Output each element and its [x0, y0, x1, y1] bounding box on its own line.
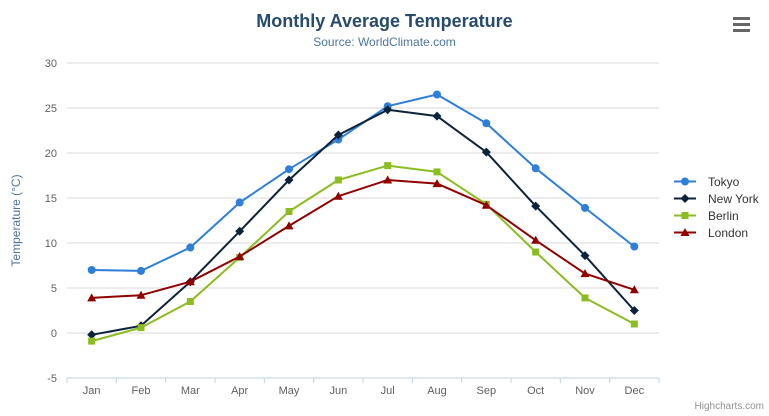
x-axis-tick-label: May — [279, 385, 300, 397]
data-point-new-york[interactable] — [481, 147, 491, 157]
chart-subtitle: Source: WorldClimate.com — [313, 35, 456, 49]
data-point-london[interactable] — [383, 175, 393, 184]
hamburger-icon[interactable] — [731, 15, 752, 34]
x-axis-tick-label: Nov — [575, 385, 595, 397]
legend-item-berlin[interactable]: Berlin — [673, 207, 759, 224]
data-point-berlin[interactable] — [630, 320, 638, 328]
data-point-berlin[interactable] — [334, 176, 342, 184]
y-axis-tick-label: -5 — [47, 373, 57, 385]
data-point-new-york[interactable] — [580, 251, 590, 261]
data-point-new-york[interactable] — [284, 175, 294, 185]
data-point-london[interactable] — [235, 252, 245, 260]
data-point-london[interactable] — [629, 285, 639, 294]
legend: Tokyo New York Berlin London — [673, 173, 759, 241]
y-axis-tick-label: 15 — [45, 193, 57, 205]
x-axis-tick-label: Oct — [527, 385, 544, 397]
data-point-new-york[interactable] — [629, 306, 639, 315]
data-point-london[interactable] — [481, 200, 491, 209]
data-point-tokyo[interactable] — [186, 243, 195, 252]
y-axis-title: Temperature (°C) — [9, 174, 23, 266]
tokyo-series-marker-icon — [674, 177, 696, 186]
y-axis-tick-label: 5 — [51, 283, 57, 295]
data-point-new-york[interactable] — [432, 111, 442, 121]
chart-title: Monthly Average Temperature — [256, 11, 513, 31]
series-line-tokyo[interactable] — [90, 93, 636, 272]
data-point-berlin[interactable] — [88, 337, 96, 345]
x-axis-tick-label: Aug — [427, 385, 447, 397]
hamburger-bar — [733, 17, 750, 20]
data-point-berlin[interactable] — [384, 162, 392, 170]
x-axis-tick-label: Jan — [83, 385, 101, 397]
data-point-tokyo[interactable] — [285, 165, 293, 174]
data-point-new-york[interactable] — [333, 130, 343, 140]
x-axis-tick-label: Sep — [477, 385, 497, 397]
y-axis-tick-label: 20 — [45, 148, 57, 160]
data-point-new-york[interactable] — [531, 201, 541, 211]
legend-label: London — [708, 225, 749, 240]
x-axis-tick-label: Jul — [381, 385, 395, 397]
legend-label: Berlin — [708, 208, 739, 223]
data-point-tokyo[interactable] — [235, 198, 244, 207]
x-axis-tick-label: Mar — [181, 385, 200, 397]
data-point-berlin[interactable] — [581, 294, 589, 302]
data-point-new-york[interactable] — [87, 330, 97, 340]
data-point-new-york[interactable] — [235, 226, 245, 236]
hamburger-bar — [733, 29, 750, 32]
series-line-berlin[interactable] — [90, 164, 636, 343]
data-point-london[interactable] — [580, 269, 590, 278]
legend-label: New York — [708, 191, 759, 206]
series-line-new-york[interactable] — [90, 108, 636, 336]
data-point-london[interactable] — [531, 235, 541, 244]
hamburger-bar — [733, 23, 750, 26]
highcharts-credits-link[interactable]: Highcharts.com — [694, 401, 764, 412]
data-point-london[interactable] — [333, 191, 343, 200]
data-point-london[interactable] — [284, 221, 294, 230]
data-point-london[interactable] — [87, 293, 97, 302]
x-axis-tick-label: Dec — [625, 385, 645, 397]
new-york-series-marker-icon — [674, 194, 696, 203]
legend-item-tokyo[interactable]: Tokyo — [673, 173, 759, 190]
data-point-london[interactable] — [136, 290, 146, 299]
legend-item-new-york[interactable]: New York — [673, 190, 759, 207]
data-point-tokyo[interactable] — [630, 242, 639, 251]
data-point-london[interactable] — [432, 179, 442, 188]
x-axis-tick-label: Jun — [329, 385, 347, 397]
data-point-berlin[interactable] — [532, 248, 540, 256]
y-axis-tick-label: 10 — [45, 238, 57, 250]
x-axis-tick-label: Apr — [231, 385, 248, 397]
y-axis-tick-label: 0 — [51, 328, 57, 340]
data-point-tokyo[interactable] — [137, 266, 145, 275]
data-point-london[interactable] — [185, 277, 195, 286]
y-axis-tick-label: 30 — [45, 58, 57, 70]
data-point-berlin[interactable] — [433, 168, 441, 176]
data-point-new-york[interactable] — [383, 105, 393, 115]
berlin-series-marker-icon — [674, 212, 696, 219]
legend-item-london[interactable]: London — [673, 224, 759, 241]
data-point-tokyo[interactable] — [87, 266, 96, 274]
data-point-tokyo[interactable] — [482, 119, 491, 128]
data-point-tokyo[interactable] — [531, 164, 540, 173]
data-point-berlin[interactable] — [137, 324, 145, 332]
london-series-marker-icon — [674, 228, 696, 236]
data-point-tokyo[interactable] — [433, 90, 441, 99]
x-axis-tick-label: Feb — [132, 385, 151, 397]
data-point-berlin[interactable] — [186, 298, 194, 305]
series-line-london[interactable] — [90, 179, 636, 299]
legend-label: Tokyo — [708, 174, 740, 189]
data-point-berlin[interactable] — [285, 208, 293, 215]
y-axis-tick-label: 25 — [45, 103, 57, 115]
data-point-tokyo[interactable] — [581, 203, 589, 212]
